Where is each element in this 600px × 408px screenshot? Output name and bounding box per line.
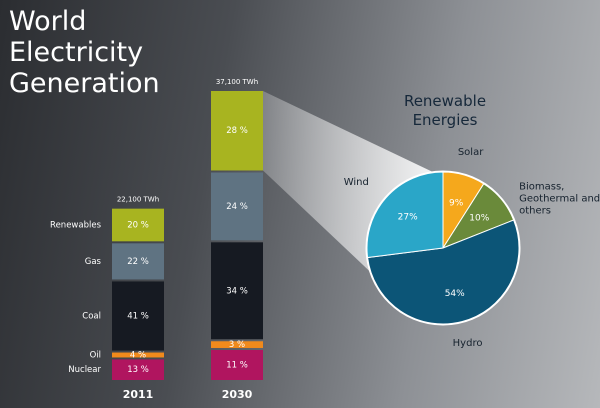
- chart-title: World Electricity Generation: [9, 6, 160, 99]
- x-tick-label: 2011: [123, 388, 154, 401]
- value-label: 3 %: [229, 340, 245, 350]
- series-label: Gas: [85, 257, 102, 267]
- x-tick-label: 2030: [222, 388, 253, 401]
- pie-slice: [367, 219, 520, 325]
- category-label: Wind: [343, 176, 369, 188]
- bar-segment: [211, 91, 263, 171]
- bar-segment: [112, 243, 164, 280]
- value-label: 4 %: [130, 350, 146, 360]
- bar-segment: [112, 359, 164, 380]
- value-label: 13 %: [127, 365, 149, 375]
- bar-segment: [211, 242, 263, 340]
- series-label: Coal: [82, 311, 101, 321]
- value-label: 54%: [445, 289, 465, 299]
- bar-segment: [112, 352, 164, 358]
- series-label: Nuclear: [68, 365, 101, 375]
- category-label: Solar: [457, 147, 484, 159]
- value-label: 10%: [469, 213, 489, 223]
- value-label: 34 %: [226, 286, 248, 296]
- category-label: Biomass, Geothermal and others: [519, 181, 600, 217]
- value-label: 28 %: [226, 126, 248, 136]
- series-label: Renewables: [50, 220, 102, 230]
- bar-segment: [112, 208, 164, 242]
- bar-segment: [211, 341, 263, 348]
- bar-segment: [211, 172, 263, 241]
- value-label: 24 %: [226, 202, 248, 212]
- bar-segment: [112, 281, 164, 351]
- value-label: 27%: [398, 212, 418, 222]
- category-label: Hydro: [452, 337, 483, 349]
- total-label: 37,100 TWh: [216, 78, 258, 86]
- value-label: 9%: [449, 198, 464, 208]
- pie-title: Renewable Energies: [403, 92, 487, 129]
- total-label: 22,100 TWh: [117, 196, 159, 204]
- value-label: 41 %: [127, 311, 149, 321]
- value-label: 20 %: [127, 220, 149, 230]
- series-label: Oil: [90, 350, 101, 360]
- bar-segment: [211, 349, 263, 380]
- value-label: 22 %: [127, 257, 149, 267]
- pie-slice: [366, 171, 444, 259]
- value-label: 11 %: [226, 360, 248, 370]
